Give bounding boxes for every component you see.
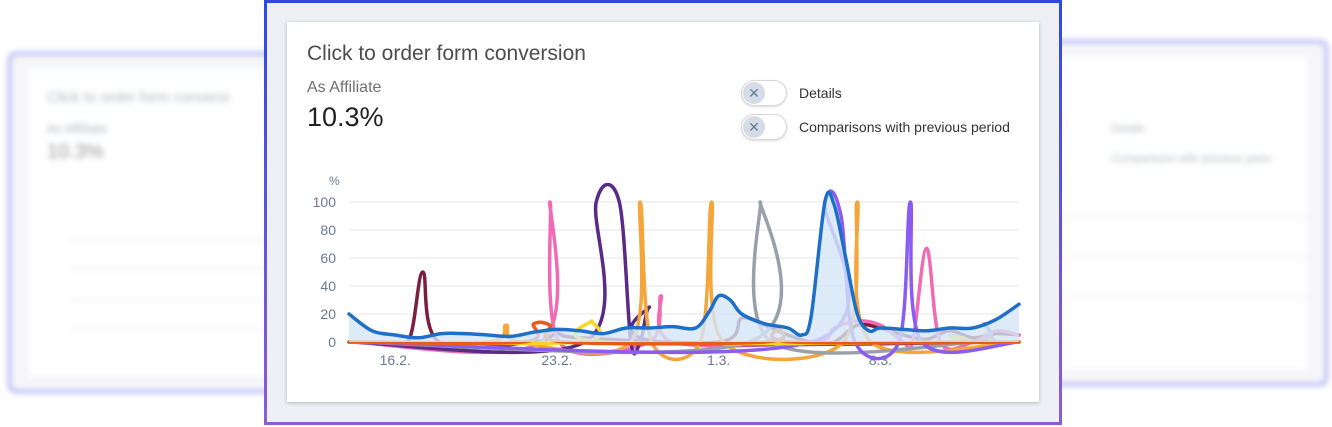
y-axis-unit-label: % [329, 174, 340, 188]
conversion-card: Click to order form conversion As Affili… [287, 22, 1039, 402]
background-card-right: Details Comparisons with previous perio [1040, 40, 1328, 386]
ghost-subtitle: As Affiliate [47, 121, 108, 136]
close-icon: ✕ [743, 82, 765, 104]
comparisons-toggle-row: ✕ Comparisons with previous period [741, 114, 1010, 140]
series-line-8 [347, 190, 1021, 340]
ghost-title: Click to order form conversi [47, 89, 230, 106]
card-title: Click to order form conversion [307, 42, 586, 65]
y-tick-label: 60 [320, 250, 336, 266]
y-tick-label: 100 [313, 194, 337, 210]
comparisons-toggle-label: Comparisons with previous period [799, 119, 1010, 135]
details-toggle[interactable]: ✕ [741, 80, 787, 106]
x-tick-label: 23.2. [541, 352, 572, 368]
conversion-value: 10.3% [307, 102, 384, 132]
card-subtitle: As Affiliate [307, 79, 382, 96]
y-tick-label: 80 [320, 222, 336, 238]
x-tick-label: 16.2. [380, 352, 411, 368]
y-tick-label: 0 [328, 334, 336, 350]
close-icon: ✕ [743, 116, 765, 138]
ghost-toggle-details: Details [1111, 123, 1145, 135]
y-tick-label: 40 [320, 278, 336, 294]
ghost-toggle-comparisons: Comparisons with previous perio [1111, 153, 1271, 165]
details-toggle-label: Details [799, 85, 842, 101]
background-card-left: Click to order form conversi As Affiliat… [8, 52, 314, 393]
x-tick-label: 1.3. [707, 352, 730, 368]
comparisons-toggle[interactable]: ✕ [741, 114, 787, 140]
ghost-value: 10.3% [47, 141, 104, 163]
series-area-8 [349, 192, 1019, 342]
details-toggle-row: ✕ Details [741, 80, 842, 106]
y-tick-label: 20 [320, 306, 336, 322]
